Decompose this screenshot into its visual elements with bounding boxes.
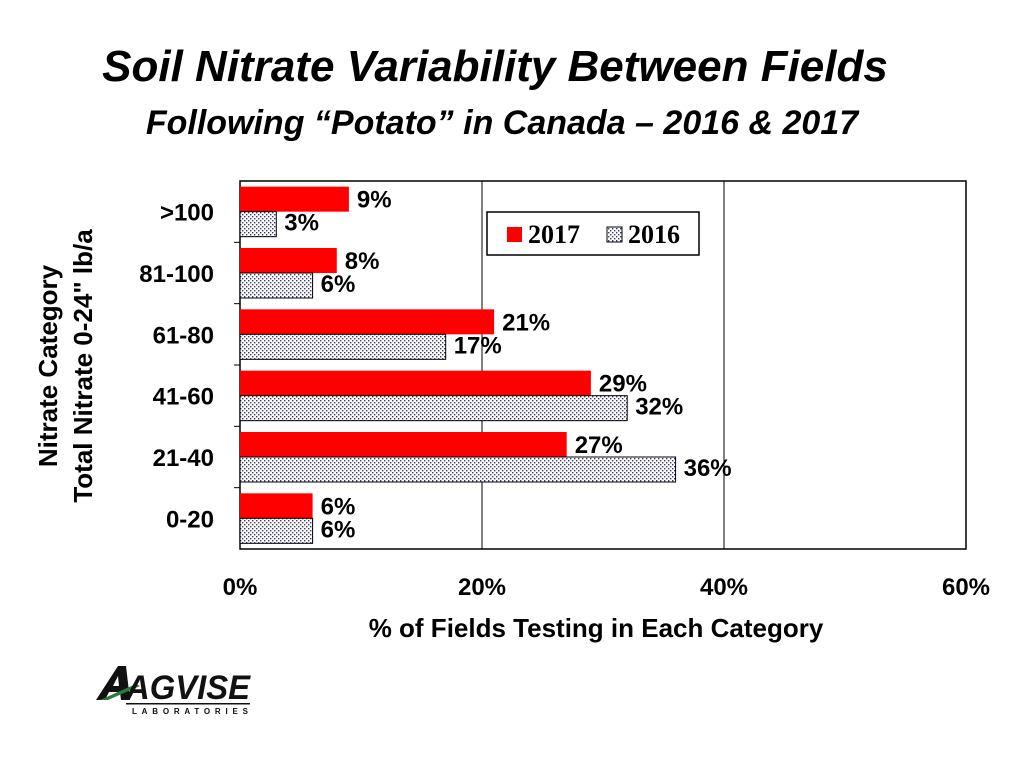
data-label-2016: 3% bbox=[284, 210, 319, 237]
bar-2016-0-20 bbox=[239, 517, 314, 544]
data-label-2017: 9% bbox=[357, 187, 392, 214]
bar-2016-81-100 bbox=[239, 272, 314, 299]
data-label-2016: 6% bbox=[321, 271, 356, 298]
data-label-2016: 6% bbox=[321, 516, 356, 543]
bar-2017-81-100 bbox=[240, 248, 337, 273]
y-axis-title-line2: Total Nitrate 0-24" lb/a bbox=[68, 229, 98, 503]
bar-2017-41-60 bbox=[240, 370, 591, 396]
bar-2017-0-20 bbox=[240, 493, 313, 519]
logo-wordmark: AGVISE bbox=[125, 669, 251, 707]
data-label-2017: 21% bbox=[502, 309, 550, 336]
data-label-2017: 29% bbox=[599, 371, 647, 398]
x-tick-label: 40% bbox=[700, 574, 748, 601]
y-axis-title-line1: Nitrate Category bbox=[33, 264, 63, 467]
bar-2017-61-80 bbox=[240, 309, 495, 335]
data-label-2017: 27% bbox=[575, 432, 623, 459]
category-label: 41-60 bbox=[153, 384, 214, 411]
legend-box bbox=[486, 211, 700, 256]
data-label-2016: 32% bbox=[635, 394, 683, 421]
bar-2017->100 bbox=[240, 186, 349, 212]
bar-2016-41-60 bbox=[239, 395, 628, 422]
bar-2016-21-40 bbox=[239, 456, 677, 483]
legend: 2017 2016 bbox=[486, 211, 700, 256]
bars bbox=[239, 186, 677, 544]
category-label: 61-80 bbox=[153, 322, 214, 349]
x-axis-title: % of Fields Testing in Each Category bbox=[369, 613, 824, 643]
legend-label-2017: 2017 bbox=[528, 220, 580, 249]
category-labels: 0-20 21-40 41-60 61-80 81-100 >100 bbox=[139, 200, 240, 533]
gridlines bbox=[481, 181, 725, 549]
legend-swatch-2016 bbox=[606, 226, 623, 243]
data-labels: 6%6%27%36%29%32%21%17%8%6%9%3% bbox=[284, 187, 731, 544]
data-label-2017: 8% bbox=[345, 248, 380, 275]
bar-2016-61-80 bbox=[239, 333, 447, 360]
logo-subtext: LABORATORIES bbox=[132, 707, 249, 716]
x-tick-labels: 0% 20% 40% 60% bbox=[223, 574, 990, 601]
bar-2016->100 bbox=[239, 211, 277, 238]
legend-swatch-2017 bbox=[507, 227, 522, 242]
logo-a-swoosh bbox=[100, 684, 140, 700]
data-label-2016: 36% bbox=[684, 455, 732, 482]
x-tick-label: 20% bbox=[458, 574, 506, 601]
data-label-2017: 6% bbox=[321, 493, 356, 520]
category-label: 0-20 bbox=[166, 506, 214, 533]
category-label: 21-40 bbox=[153, 445, 214, 472]
agvise-logo: AGVISE LABORATORIES bbox=[96, 666, 251, 716]
category-label: 81-100 bbox=[139, 261, 214, 288]
x-tick-label: 60% bbox=[942, 574, 990, 601]
slide-title: Soil Nitrate Variability Between Fields bbox=[102, 42, 888, 91]
legend-label-2016: 2016 bbox=[628, 220, 680, 249]
bar-2017-21-40 bbox=[240, 432, 567, 457]
category-label: >100 bbox=[160, 200, 214, 227]
data-label-2016: 17% bbox=[454, 332, 502, 359]
x-tick-label: 0% bbox=[223, 574, 258, 601]
slide-subtitle: Following “Potato” in Canada – 2016 & 20… bbox=[145, 104, 859, 142]
